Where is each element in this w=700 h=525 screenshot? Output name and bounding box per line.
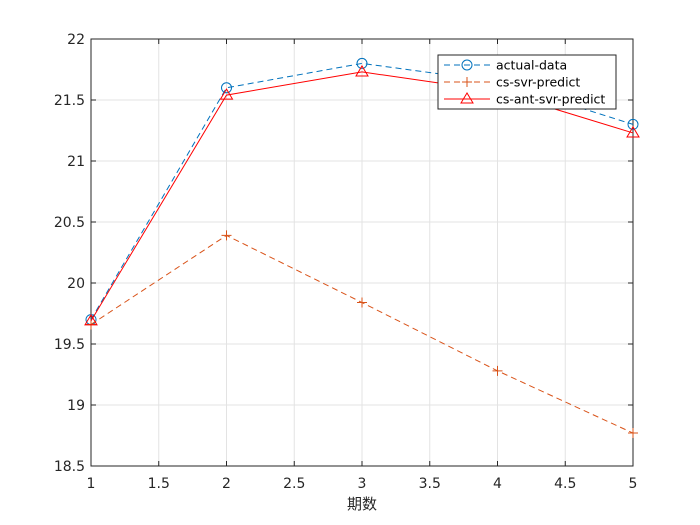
x-tick-label: 1.5 xyxy=(148,476,170,492)
y-tick-label: 20.5 xyxy=(54,215,85,231)
y-tick-label: 21 xyxy=(67,154,85,170)
legend-label: actual-data xyxy=(496,58,567,73)
legend: actual-data cs-svr-predict cs-ant-svr-pred… xyxy=(437,54,617,110)
legend-marker xyxy=(462,77,472,87)
x-tick-label: 4 xyxy=(493,476,502,492)
y-tick-label: 21.5 xyxy=(54,93,85,109)
x-axis-label: 期数 xyxy=(347,495,377,513)
legend-label: cs-svr-predict xyxy=(496,75,580,90)
data-point-cs-svr-predict xyxy=(628,428,638,439)
legend-marker xyxy=(460,92,474,104)
data-point-cs-ant-svr-predict xyxy=(355,64,369,77)
data-point-cs-ant-svr-predict xyxy=(84,313,98,326)
data-point-cs-svr-predict xyxy=(492,365,503,376)
x-tick-label: 4.5 xyxy=(554,476,576,492)
data-point-actual-data xyxy=(221,82,232,94)
data-point-actual-data xyxy=(627,118,639,130)
y-tick-label: 19 xyxy=(67,398,85,414)
legend-item-cs-svr-predict: cs-svr-predict xyxy=(444,75,580,90)
x-tick-label: 2.5 xyxy=(283,476,305,492)
x-tick-label: 1 xyxy=(87,476,96,492)
y-tick-label: 19.5 xyxy=(54,337,85,353)
x-tick-label: 2 xyxy=(222,476,231,492)
x-tick-label: 3.5 xyxy=(419,476,441,492)
legend-label: cs-ant-svr-predict xyxy=(496,92,605,107)
y-tick-label: 22 xyxy=(67,32,85,48)
legend-item-cs-ant-svr-predict: cs-ant-svr-predict xyxy=(444,92,605,107)
data-point-cs-svr-predict xyxy=(221,230,232,241)
y-tick-label: 20 xyxy=(67,276,85,292)
legend-item-actual-data: actual-data xyxy=(444,58,567,73)
data-point-actual-data xyxy=(356,57,368,69)
data-point-cs-ant-svr-predict xyxy=(219,88,234,100)
x-tick-label: 3 xyxy=(358,476,367,492)
ticks: 1 1.5 2 2.5 3 3.5 4 4.5 5 18.5 19 19.5 20 20.5 21 21.5 2… xyxy=(54,32,638,492)
y-tick-label: 18.5 xyxy=(54,459,85,475)
data-point-cs-ant-svr-predict xyxy=(626,125,640,138)
legend-marker xyxy=(461,59,473,71)
data-point-cs-svr-predict xyxy=(357,297,367,308)
x-tick-label: 5 xyxy=(629,476,638,492)
